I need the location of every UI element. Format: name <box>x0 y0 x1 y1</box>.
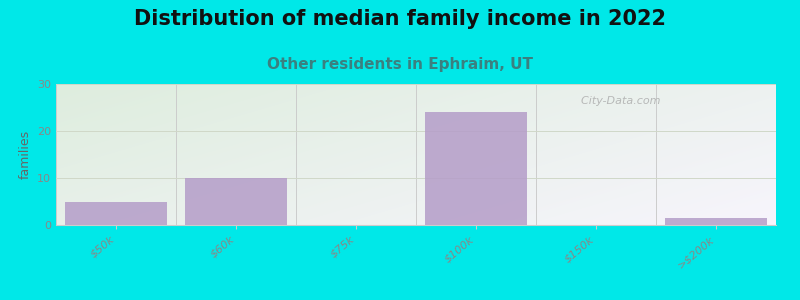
Bar <box>665 218 767 225</box>
Text: Other residents in Ephraim, UT: Other residents in Ephraim, UT <box>267 57 533 72</box>
Bar <box>185 178 287 225</box>
Y-axis label: families: families <box>18 130 31 179</box>
Text: City-Data.com: City-Data.com <box>574 96 661 106</box>
Bar <box>425 112 527 225</box>
Text: Distribution of median family income in 2022: Distribution of median family income in … <box>134 9 666 29</box>
Bar <box>65 202 167 225</box>
